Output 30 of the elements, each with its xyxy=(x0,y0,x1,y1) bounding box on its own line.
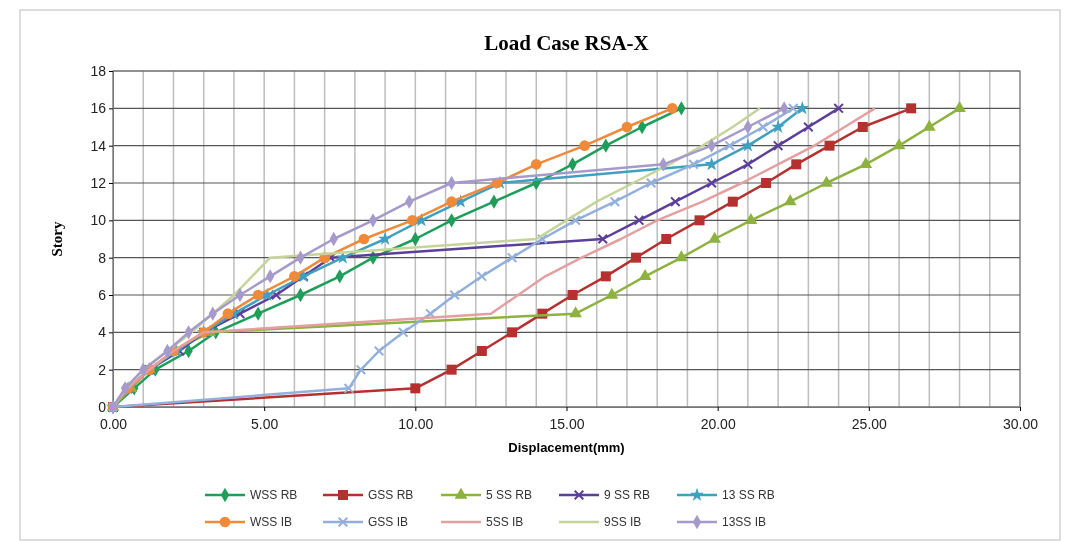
y-tick-label: 0 xyxy=(98,398,107,415)
legend-label: GSS RB xyxy=(368,488,414,502)
legend-label: 13 SS RB xyxy=(722,488,775,502)
chart-title: Load Case RSA-X xyxy=(484,31,649,55)
x-tick-label: 5.00 xyxy=(251,416,279,433)
legend-label: WSS IB xyxy=(250,515,293,529)
y-axis-title: Story xyxy=(49,221,65,257)
y-tick-label: 16 xyxy=(90,100,107,117)
legend-label: 9 SS RB xyxy=(604,488,651,502)
y-tick-label: 12 xyxy=(90,174,107,191)
x-tick-label: 15.00 xyxy=(549,416,585,433)
legend-label: GSS IB xyxy=(368,515,409,529)
x-tick-label: 10.00 xyxy=(398,416,434,433)
x-tick-label: 30.00 xyxy=(1002,416,1039,433)
legend-label: 9SS IB xyxy=(604,515,642,529)
y-tick-label: 18 xyxy=(90,62,107,79)
legend-label: WSS RB xyxy=(250,488,298,502)
y-tick-label: 6 xyxy=(98,286,107,303)
legend-label: 5 SS RB xyxy=(486,488,533,502)
y-tick-label: 2 xyxy=(98,361,107,378)
x-tick-label: 25.00 xyxy=(851,416,888,433)
y-tick-label: 14 xyxy=(90,137,107,154)
legend-label: 5SS IB xyxy=(486,515,524,529)
y-tick-label: 4 xyxy=(98,324,107,341)
x-tick-label: 20.00 xyxy=(700,416,736,433)
y-tick-label: 8 xyxy=(98,249,107,266)
y-tick-label: 10 xyxy=(90,212,107,229)
legend-label: 13SS IB xyxy=(722,515,767,529)
x-axis-title: Displacement(mm) xyxy=(508,440,625,455)
x-tick-label: 0.00 xyxy=(99,416,128,433)
